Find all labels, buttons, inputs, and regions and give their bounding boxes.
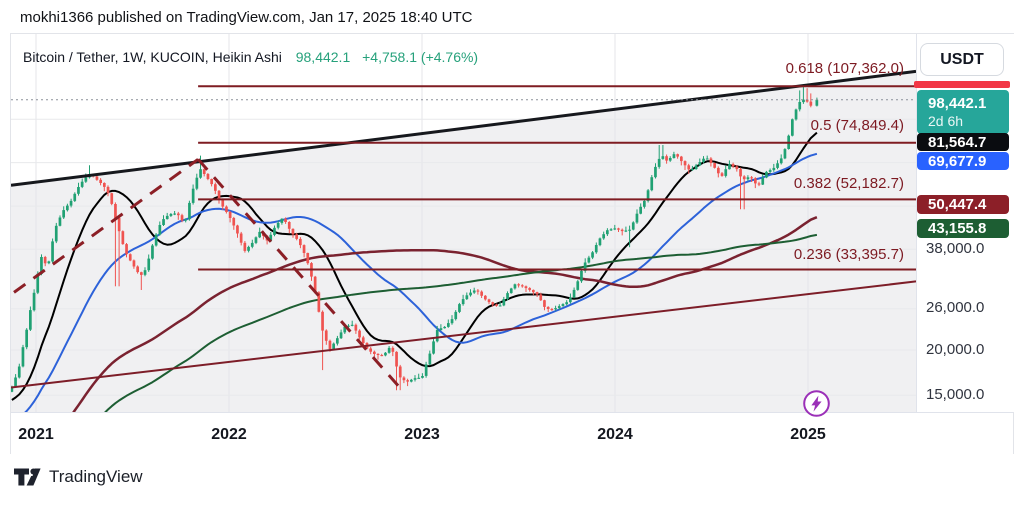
price-tick: 26,000.0	[926, 299, 985, 316]
tradingview-brand-link[interactable]: TradingView	[14, 466, 143, 488]
last-price-badge: 98,442.1 2d 6h	[917, 90, 1009, 134]
legend-last-price: 98,442.1	[295, 49, 351, 65]
flash-idea-button[interactable]	[802, 389, 831, 418]
last-price-value: 98,442.1	[928, 95, 987, 112]
tradingview-logo-icon	[14, 468, 41, 486]
ma-slow-badge: 50,447.4	[917, 195, 1009, 214]
time-axis[interactable]: 2021 2022 2023 2024 2025	[11, 412, 1013, 454]
currency-toggle-button[interactable]: USDT	[920, 43, 1004, 76]
year-label-2021: 2021	[18, 426, 54, 443]
bar-countdown: 2d 6h	[928, 113, 964, 129]
legend-price-change: +4,758.1 (+4.76%)	[362, 49, 479, 65]
price-chart-canvas[interactable]	[11, 34, 916, 412]
chart-card: Bitcoin / Tether, 1W, KUCOIN, Heikin Ash…	[10, 33, 1015, 454]
year-label-2023: 2023	[404, 426, 440, 443]
chart-legend: Bitcoin / Tether, 1W, KUCOIN, Heikin Ash…	[23, 49, 478, 65]
ma-slowest-badge: 43,155.8	[917, 219, 1009, 238]
fib-axis-marker	[914, 81, 1010, 88]
year-label-2025: 2025	[790, 426, 826, 443]
year-label-2024: 2024	[597, 426, 633, 443]
ma-fast-badge: 81,564.7	[917, 133, 1009, 151]
publish-attribution: mokhi1366 published on TradingView.com, …	[20, 9, 473, 26]
tradingview-brand-text: TradingView	[49, 467, 143, 486]
lightning-icon	[803, 390, 830, 417]
fib-label-05: 0.5 (74,849.4)	[810, 117, 904, 134]
price-tick: 38,000.0	[926, 240, 985, 257]
fib-label-0618: 0.618 (107,362.0)	[785, 60, 904, 77]
year-label-2022: 2022	[211, 426, 247, 443]
fib-label-0236: 0.236 (33,395.7)	[793, 246, 904, 263]
price-tick: 15,000.0	[926, 386, 985, 403]
fib-label-0382: 0.382 (52,182.7)	[793, 175, 904, 192]
price-tick: 20,000.0	[926, 341, 985, 358]
symbol-description: Bitcoin / Tether, 1W, KUCOIN, Heikin Ash…	[23, 49, 282, 65]
ma-mid-badge: 69,677.9	[917, 152, 1009, 170]
